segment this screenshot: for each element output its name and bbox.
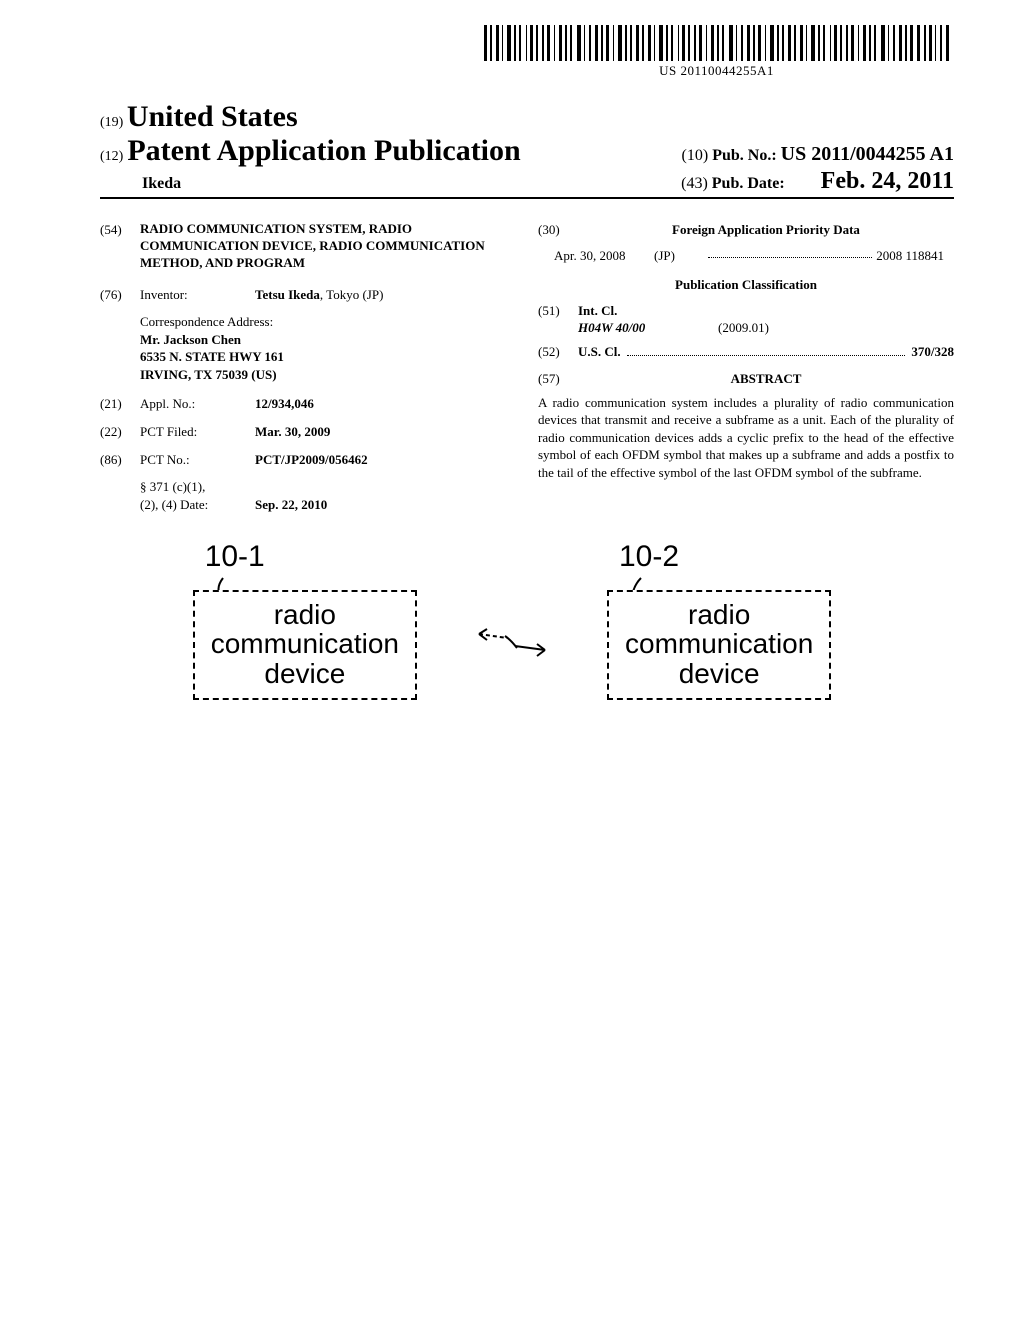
header-block: (19) United States (12) Patent Applicati… <box>100 100 954 203</box>
pct-filed-label: PCT Filed: <box>140 423 255 441</box>
s371-line1: § 371 (c)(1), <box>140 478 516 496</box>
node-2-box: radiocommunicationdevice <box>607 590 831 700</box>
dotted-leader <box>627 346 906 356</box>
correspondence-line-3: IRVING, TX 75039 (US) <box>140 366 516 384</box>
barcode-text: US 20110044255A1 <box>484 63 949 79</box>
pct-no-label: PCT No.: <box>140 451 255 469</box>
field-num-52: (52) <box>538 343 578 361</box>
barcode-block: US 20110044255A1 <box>484 25 949 79</box>
field-num-51: (51) <box>538 302 578 337</box>
document-type: Patent Application Publication <box>127 134 520 167</box>
s371-value: Sep. 22, 2010 <box>255 496 327 514</box>
foreign-heading: Foreign Application Priority Data <box>578 221 954 239</box>
node-1-label: 10-1 <box>205 540 265 574</box>
pub-prefix: (12) <box>100 149 123 164</box>
foreign-app-number: 2008 118841 <box>876 247 954 265</box>
field-num-21: (21) <box>100 395 140 413</box>
field-num-22: (22) <box>100 423 140 441</box>
pct-filed-value: Mar. 30, 2009 <box>255 423 516 441</box>
correspondence-line-2: 6535 N. STATE HWY 161 <box>140 348 516 366</box>
pub-no-label: Pub. No.: <box>712 147 776 164</box>
pub-date-label: Pub. Date: <box>712 175 785 192</box>
correspondence-line-1: Mr. Jackson Chen <box>140 331 516 349</box>
field-num-57: (57) <box>538 370 578 388</box>
node-1-box: radiocommunicationdevice <box>193 590 417 700</box>
pct-no-value: PCT/JP2009/056462 <box>255 451 516 469</box>
pub-no-prefix: (10) <box>682 147 709 164</box>
intcl-code: H04W 40/00 <box>578 319 718 337</box>
intcl-label: Int. Cl. <box>578 302 954 320</box>
field-num-76: (76) <box>100 286 140 304</box>
invention-title: RADIO COMMUNICATION SYSTEM, RADIO COMMUN… <box>140 221 516 272</box>
foreign-country: (JP) <box>654 247 704 265</box>
abstract-body: A radio communication system includes a … <box>538 394 954 482</box>
pub-classification-heading: Publication Classification <box>538 276 954 294</box>
foreign-date: Apr. 30, 2008 <box>538 247 654 265</box>
lead-line-icon <box>215 576 245 590</box>
section-371-block: § 371 (c)(1), (2), (4) Date: Sep. 22, 20… <box>140 478 516 513</box>
diagram-node-1: 10-1 radiocommunicationdevice <box>193 540 417 700</box>
correspondence-label: Correspondence Address: <box>140 313 516 331</box>
pub-date-value: Feb. 24, 2011 <box>821 168 954 194</box>
diagram-node-2: 10-2 radiocommunicationdevice <box>607 540 831 700</box>
bidirectional-arrow-icon <box>467 624 557 660</box>
country-name: United States <box>127 100 298 133</box>
appl-no-value: 12/934,046 <box>255 395 516 413</box>
field-num-30: (30) <box>538 221 578 239</box>
left-column: (54) RADIO COMMUNICATION SYSTEM, RADIO C… <box>100 221 516 513</box>
uscl-label: U.S. Cl. <box>578 343 621 361</box>
node-2-label: 10-2 <box>619 540 679 574</box>
lead-line-icon <box>629 576 659 590</box>
figure-diagram: 10-1 radiocommunicationdevice 10-2 radio… <box>0 540 1024 700</box>
barcode-graphic <box>484 25 949 61</box>
dotted-leader <box>708 247 872 258</box>
correspondence-address: Correspondence Address: Mr. Jackson Chen… <box>140 313 516 383</box>
author-name: Ikeda <box>100 175 181 193</box>
intcl-date: (2009.01) <box>718 319 769 337</box>
uscl-value: 370/328 <box>911 343 954 361</box>
inventor-value: Tetsu Ikeda, Tokyo (JP) <box>255 286 516 304</box>
pub-date-prefix: (43) <box>681 175 708 192</box>
right-column: (30) Foreign Application Priority Data A… <box>538 221 954 513</box>
field-num-86: (86) <box>100 451 140 469</box>
pub-no-value: US 2011/0044255 A1 <box>781 143 954 165</box>
country-prefix: (19) <box>100 115 123 130</box>
field-num-54: (54) <box>100 221 140 272</box>
abstract-heading: ABSTRACT <box>578 370 954 388</box>
appl-no-label: Appl. No.: <box>140 395 255 413</box>
inventor-label: Inventor: <box>140 286 255 304</box>
s371-line2-label: (2), (4) Date: <box>140 496 255 514</box>
